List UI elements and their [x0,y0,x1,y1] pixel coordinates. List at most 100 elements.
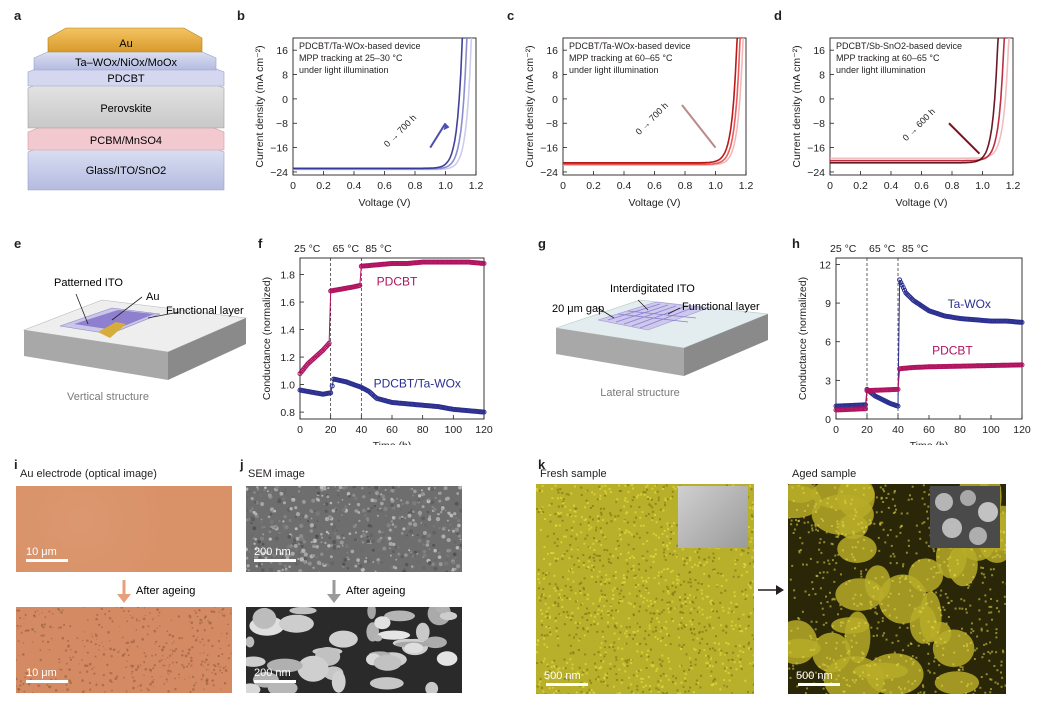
caption-vertical: Vertical structure [67,391,149,403]
speckle [156,608,159,612]
eds-pixel [830,542,833,545]
eds-pixel [598,540,601,543]
grain [377,530,382,534]
eds-pixel [717,616,720,619]
eds-pixel [570,618,573,621]
speckle [18,609,21,612]
data-point [902,287,907,293]
au-grain [297,655,329,682]
eds-pixel [876,612,878,615]
grain [369,533,374,537]
eds-pixel [723,684,726,687]
eds-pixel [564,584,567,587]
eds-pixel [651,661,654,664]
eds-pixel [646,599,649,602]
eds-pixel [899,531,902,534]
eds-pixel [965,608,967,611]
grain [344,544,349,549]
speckle [205,658,208,662]
eds-pixel [557,587,559,590]
grain [346,567,350,570]
eds-pixel [854,567,856,570]
eds-pixel [909,494,911,497]
eds-pixel [714,649,716,652]
eds-pixel [934,641,937,644]
eds-pixel [603,605,606,608]
speckle [219,647,221,650]
eds-pixel [648,627,651,630]
eds-pixel [558,524,561,527]
eds-pixel [944,641,947,644]
title-sem: SEM image [248,468,305,480]
grain [412,493,415,496]
eds-pixel [626,500,629,503]
eds-pixel [690,585,693,588]
eds-pixel [709,664,712,667]
eds-pixel [1004,602,1006,605]
eds-pixel [715,635,717,638]
speckle [132,679,136,683]
eds-pixel [657,496,660,499]
eds-pixel [817,524,820,527]
eds-pixel [640,524,643,527]
eds-pixel [680,647,682,650]
eds-pixel [603,595,606,598]
grain [297,542,300,546]
eds-pixel [649,497,652,500]
eds-pixel [938,571,941,574]
series-line [836,279,1023,407]
eds-pixel [815,528,818,531]
eds-pixel [996,553,999,556]
eds-pixel [541,593,544,596]
speckle [130,673,133,675]
eds-pixel [853,681,856,684]
y-tick-label: 3 [825,375,831,387]
eds-pixel [634,585,637,588]
eds-pixel [881,609,884,612]
eds-pixel [605,574,608,577]
eds-pixel [561,492,564,494]
eds-pixel [613,649,616,652]
eds-pixel [940,614,943,617]
eds-pixel [678,644,681,647]
grain [261,551,266,555]
speckle [122,610,125,613]
speckle [129,615,132,617]
eds-pixel [788,667,791,670]
grain [405,509,409,514]
speckle [153,679,155,681]
eds-pixel [744,588,747,591]
eds-pixel [861,677,864,680]
eds-pixel [690,623,693,626]
eds-pixel [835,663,837,665]
eds-pixel [602,564,605,567]
grain [370,540,373,543]
eds-pixel [822,571,825,574]
y-tick-label: 1.6 [280,297,295,309]
grain [309,529,314,533]
eds-pixel [840,490,843,493]
eds-pixel [797,484,800,487]
x-tick-label: 1.0 [975,180,990,192]
eds-pixel [717,547,720,550]
eds-pixel [561,505,564,508]
eds-pixel [655,534,657,537]
eds-pixel [835,497,838,500]
eds-pixel [582,671,585,674]
grain [368,491,371,495]
stack-label-pcbm: PCBM/MnSO4 [90,135,162,147]
eds-pixel [883,689,886,691]
grain [360,567,365,572]
grain [260,563,263,566]
eds-pixel [615,622,618,625]
speckle [66,688,69,691]
speckle [155,640,158,643]
eds-pixel [547,607,550,609]
eds-pixel [913,607,916,610]
eds-pixel [835,530,838,533]
eds-pixel [948,629,951,632]
x-tick-label: 0 [290,180,296,192]
grain [310,517,313,520]
eds-pixel [814,525,817,528]
eds-pixel [581,673,584,676]
